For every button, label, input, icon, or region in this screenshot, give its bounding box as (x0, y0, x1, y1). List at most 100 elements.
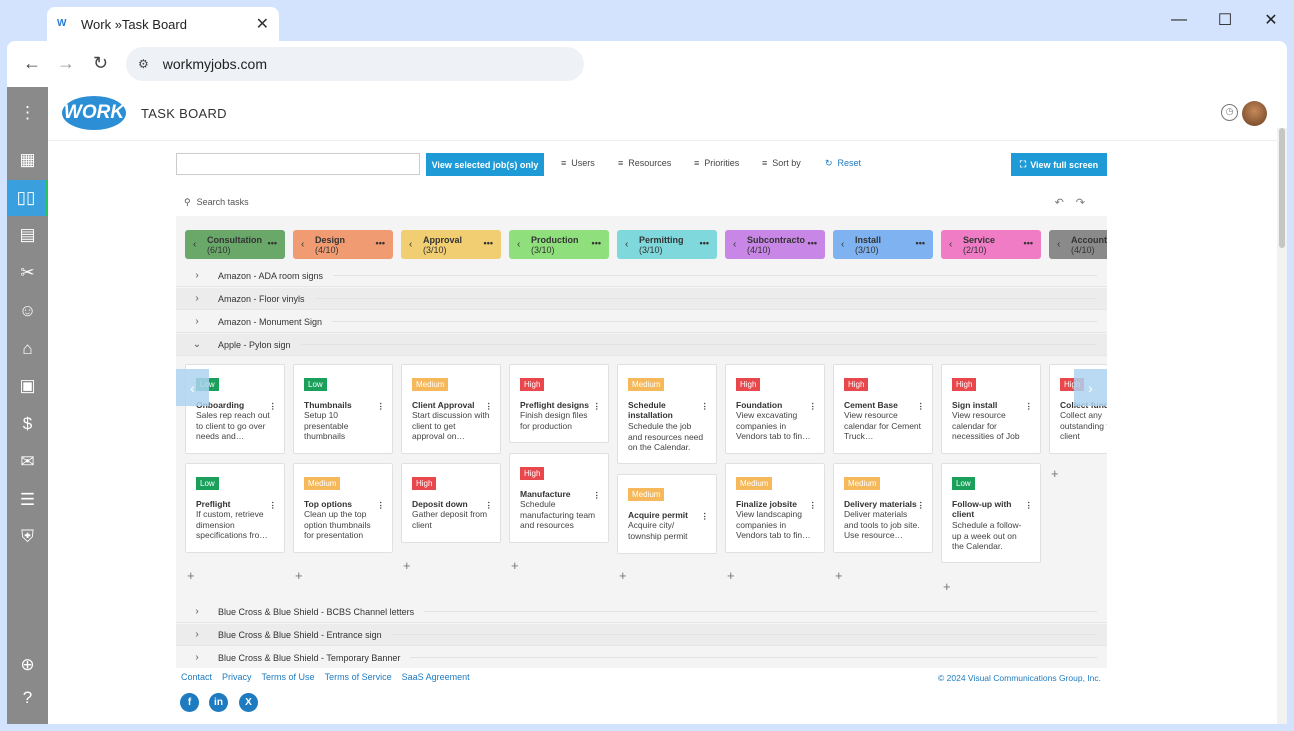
job-row[interactable]: › Amazon - Monument Sign (176, 311, 1107, 333)
job-row[interactable]: ⌄ Apple - Pylon sign (176, 334, 1107, 356)
close-window-icon[interactable]: ✕ (1264, 12, 1278, 29)
stage-header-design[interactable]: ‹ Design (4/10) ••• (293, 230, 393, 259)
add-task-icon[interactable]: + (511, 558, 519, 573)
more-icon[interactable]: ••• (483, 238, 493, 248)
job-select-input[interactable] (176, 153, 420, 175)
security-icon[interactable]: ⛨ (21, 527, 34, 546)
tools-icon[interactable]: ✂ (20, 263, 35, 282)
inventory-icon[interactable]: ⌂ (22, 339, 33, 358)
task-card[interactable]: High ⋮ Foundation View excavating companies… (725, 364, 825, 454)
maximize-icon[interactable]: ☐ (1217, 12, 1233, 29)
site-settings-icon[interactable]: ⚙ (138, 57, 149, 71)
linkedin-icon[interactable]: in (209, 693, 228, 712)
chevron-left-icon[interactable]: ‹ (949, 239, 953, 250)
footer-link-0[interactable]: Contact (181, 672, 213, 682)
chevron-left-icon[interactable]: ‹ (841, 239, 845, 250)
stage-header-install[interactable]: ‹ Install (3/10) ••• (833, 230, 933, 259)
close-tab-icon[interactable]: ✕ (255, 16, 269, 33)
calendar-icon[interactable]: ▤ (19, 225, 36, 244)
task-card[interactable]: Medium ⋮ Acquire permit Acquire city/ towns… (617, 474, 717, 554)
job-row[interactable]: › Blue Cross & Blue Shield - BCBS Channel… (176, 601, 1107, 623)
chevron-right-icon[interactable]: › (195, 316, 199, 327)
contacts-icon[interactable]: ☺ (18, 301, 37, 320)
avatar[interactable] (1242, 101, 1267, 126)
minimize-icon[interactable]: — (1171, 11, 1187, 28)
task-card[interactable]: High ⋮ Sign install View resource calendar … (941, 364, 1041, 454)
chevron-right-icon[interactable]: › (195, 293, 199, 304)
add-task-icon[interactable]: + (943, 579, 951, 594)
card-menu-icon[interactable]: ⋮ (484, 401, 494, 411)
search-input[interactable]: Search tasks (196, 197, 249, 207)
task-card[interactable]: Medium ⋮ Finalize jobsite View landscaping … (725, 463, 825, 553)
more-icon[interactable]: ••• (1023, 238, 1033, 248)
job-row[interactable]: › Blue Cross & Blue Shield - Temporary Ba… (176, 647, 1107, 668)
stage-header-production[interactable]: ‹ Production (3/10) ••• (509, 230, 609, 259)
more-icon[interactable]: ••• (807, 238, 817, 248)
more-icon[interactable]: ••• (375, 238, 385, 248)
clock-icon[interactable]: ◷ (1221, 104, 1238, 121)
more-icon[interactable]: ••• (915, 238, 925, 248)
search-bar[interactable]: ⚲ Search tasks ↶↷ (176, 188, 1107, 216)
task-card[interactable]: Low ⋮ Preflight If custom, retrieve dimensi… (185, 463, 285, 553)
chevron-left-icon[interactable]: ‹ (517, 239, 521, 250)
forward-icon[interactable]: → (57, 53, 75, 73)
chevron-left-icon[interactable]: ‹ (625, 239, 629, 250)
card-menu-icon[interactable]: ⋮ (268, 401, 278, 411)
job-row[interactable]: › Amazon - ADA room signs (176, 265, 1107, 287)
chevron-left-icon[interactable]: ‹ (409, 239, 413, 250)
add-task-icon[interactable]: + (727, 568, 735, 583)
stage-header-account[interactable]: ‹Account(4/10)••• (1049, 230, 1107, 259)
task-card[interactable]: High ⋮ Preflight designs Finish design file… (509, 364, 609, 443)
resources-filter[interactable]: ≡ Resources (618, 158, 672, 168)
more-icon[interactable]: ••• (267, 238, 277, 248)
chevron-down-icon[interactable]: ⌄ (192, 339, 202, 350)
scroll-left-arrow[interactable]: ‹ (176, 369, 209, 406)
card-menu-icon[interactable]: ⋮ (376, 401, 386, 411)
card-menu-icon[interactable]: ⋮ (808, 401, 818, 411)
mail-icon[interactable]: ✉ (20, 452, 35, 471)
card-menu-icon[interactable]: ⋮ (1024, 401, 1034, 411)
help-icon[interactable]: ? (22, 688, 33, 707)
reload-icon[interactable]: ↻ (93, 53, 109, 73)
more-icon[interactable]: ⋮ (19, 103, 36, 122)
reset-button[interactable]: ↻ Reset (825, 158, 862, 168)
stage-header-subcontracto[interactable]: ‹ Subcontracto (4/10) ••• (725, 230, 825, 259)
add-task-icon[interactable]: + (187, 568, 195, 583)
stage-header-approval[interactable]: ‹ Approval (3/10) ••• (401, 230, 501, 259)
add-task-icon[interactable]: + (403, 558, 411, 573)
task-card[interactable]: High ⋮ Manufacture Schedule manufacturing t… (509, 453, 609, 543)
task-card[interactable]: Low ⋮ Follow-up with client Schedule a foll… (941, 463, 1041, 563)
sort-by-button[interactable]: ≡ Sort by (762, 158, 801, 168)
task-card[interactable]: Medium ⋮ Schedule installation Schedule the… (617, 364, 717, 464)
card-menu-icon[interactable]: ⋮ (700, 511, 710, 521)
chevron-right-icon[interactable]: › (195, 270, 199, 281)
x-twitter-icon[interactable]: X (239, 693, 258, 712)
task-card[interactable]: High ⋮ Cement Base View resource calendar f… (833, 364, 933, 454)
card-menu-icon[interactable]: ⋮ (592, 401, 602, 411)
more-icon[interactable]: ••• (699, 238, 709, 248)
work-logo[interactable]: WORK (62, 96, 126, 130)
task-card[interactable]: Medium ⋮ Delivery materials Deliver materia… (833, 463, 933, 553)
add-task-icon[interactable]: + (295, 568, 303, 583)
job-row[interactable]: › Amazon - Floor vinyls (176, 288, 1107, 310)
reports-icon[interactable]: ☰ (19, 490, 36, 509)
card-menu-icon[interactable]: ⋮ (376, 500, 386, 510)
taskboard-icon[interactable]: ▯▯ (7, 180, 48, 216)
browser-tab[interactable]: W Work »Task Board ✕ (47, 7, 279, 41)
footer-link-2[interactable]: Terms of Use (261, 672, 315, 682)
footer-link-4[interactable]: SaaS Agreement (401, 672, 470, 682)
chevron-right-icon[interactable]: › (195, 629, 199, 640)
add-icon[interactable]: ⊕ (20, 655, 35, 674)
full-screen-button[interactable]: ⛶ View full screen (1011, 153, 1107, 176)
back-icon[interactable]: ← (23, 53, 41, 73)
card-menu-icon[interactable]: ⋮ (916, 401, 926, 411)
task-card[interactable]: Medium ⋮ Client Approval Start discussion w… (401, 364, 501, 454)
scroll-right-arrow[interactable]: › (1074, 369, 1107, 406)
chevron-right-icon[interactable]: › (195, 652, 199, 663)
stage-header-consultation[interactable]: ‹ Consultation (6/10) ••• (185, 230, 285, 259)
dollar-icon[interactable]: $ (22, 414, 33, 433)
card-menu-icon[interactable]: ⋮ (1024, 500, 1034, 510)
job-row[interactable]: › Blue Cross & Blue Shield - Entrance sig… (176, 624, 1107, 646)
card-menu-icon[interactable]: ⋮ (916, 500, 926, 510)
chevron-left-icon[interactable]: ‹ (301, 239, 305, 250)
